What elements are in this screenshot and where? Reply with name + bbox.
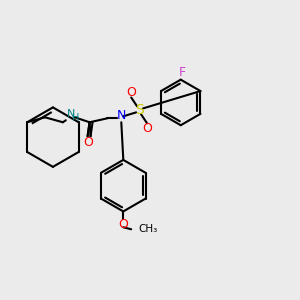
Text: O: O xyxy=(126,86,136,99)
Text: O: O xyxy=(142,122,152,135)
Text: N: N xyxy=(67,109,75,119)
Text: CH₃: CH₃ xyxy=(138,224,158,234)
Text: O: O xyxy=(84,136,94,148)
Text: O: O xyxy=(118,218,128,231)
Text: S: S xyxy=(135,103,143,117)
Text: H: H xyxy=(72,113,80,123)
Text: N: N xyxy=(117,109,126,122)
Text: F: F xyxy=(179,66,186,79)
